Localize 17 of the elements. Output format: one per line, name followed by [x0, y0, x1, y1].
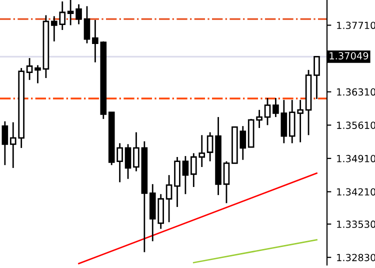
- candlestick: [166, 174, 172, 223]
- candlestick: [76, 4, 82, 25]
- candlestick: [206, 132, 214, 162]
- candlestick: [67, 0, 74, 26]
- candlestick: [84, 5, 90, 44]
- candlestick: [264, 97, 271, 126]
- candlestick: [34, 64, 41, 84]
- candlestick: [133, 132, 140, 172]
- ref-line-label: 1.37049: [330, 52, 368, 60]
- candlestick: [223, 160, 230, 204]
- candlestick: [272, 97, 279, 118]
- candlestick: [280, 99, 288, 144]
- candlestick: [314, 56, 320, 100]
- candlestick: [26, 57, 33, 81]
- candlestick: [182, 155, 189, 195]
- candlestick: [124, 143, 132, 180]
- candlestick: [2, 120, 8, 166]
